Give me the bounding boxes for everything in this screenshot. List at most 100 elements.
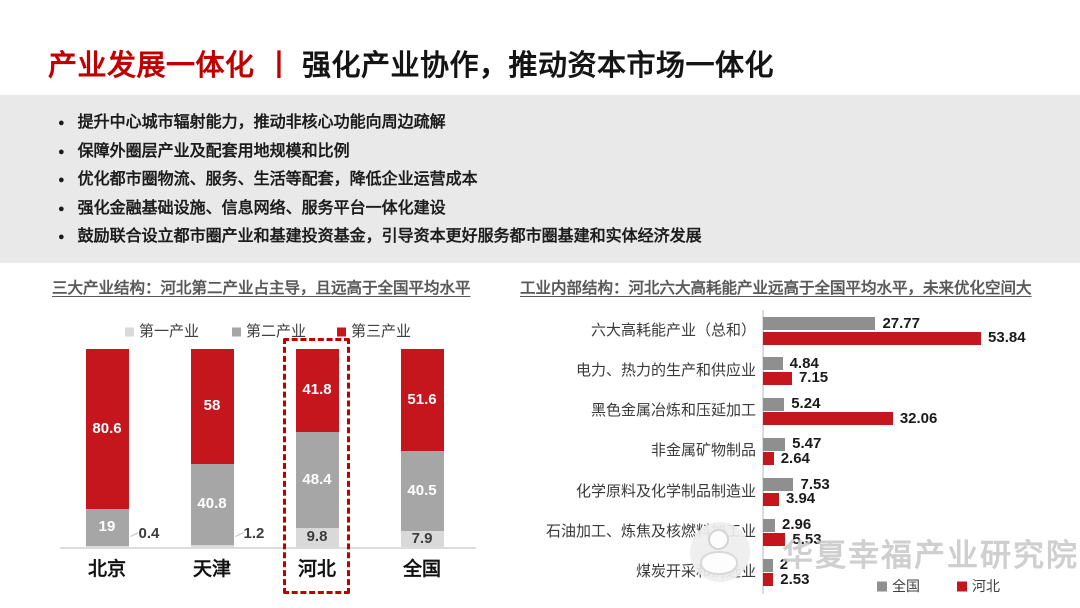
legend-label: 第三产业: [351, 323, 412, 340]
value-label: 53.84: [988, 329, 1026, 346]
segment-第二产业: [85, 508, 129, 547]
bar-全国: [763, 317, 876, 330]
bar-全国: [763, 357, 783, 371]
segment-第三产业: [400, 349, 444, 452]
category-label: 北京: [87, 559, 126, 580]
category-label: 煤炭开采和洗选业: [635, 563, 756, 581]
hebei-highlight-box: [283, 338, 350, 594]
title-subtitle: 强化产业协作，推动资本市场一体化: [302, 50, 775, 82]
bullet-text: 保障外圈层产业及配套用地规模和比例: [77, 142, 350, 160]
leader-line: [234, 531, 244, 538]
value-label: 0.4: [138, 525, 160, 542]
value-label: 2.96: [781, 516, 812, 533]
legend-swatch-icon: [877, 581, 887, 592]
bullet-text: 鼓励联合设立都市圈产业和基建投资基金，引导资本更好服务都市圈基建和实体经济发展: [77, 228, 702, 245]
title-topic: 产业发展一体化: [48, 50, 255, 82]
legend-label: 全国: [892, 578, 920, 594]
value-label: 32.06: [899, 409, 938, 427]
value-label: 2.53: [780, 570, 810, 588]
legend-label: 第二产业: [246, 323, 307, 340]
bullet-item: ● 强化金融基础设施、信息网络、服务平台一体化建设: [58, 200, 1060, 218]
value-label: 40.8: [197, 495, 227, 513]
value-label: 7.53: [800, 475, 830, 493]
legend-swatch-icon: [337, 327, 346, 337]
x-axis-line: [60, 547, 476, 549]
bar-全国: [763, 478, 794, 492]
bullet-text: 提升中心城市辐射能力，推动非核心功能向周边疏解: [77, 114, 446, 131]
segment-第三产业: [85, 349, 129, 509]
key-points-panel: ● 提升中心城市辐射能力，推动非核心功能向周边疏解 ● 保障外圈层产业及配套用地规模…: [0, 95, 1080, 263]
category-label: 非金属矿物制品: [650, 442, 756, 460]
bar-全国: [763, 558, 773, 572]
value-label: 41.8: [302, 381, 332, 399]
value-label: 80.6: [92, 419, 122, 437]
bar-河北: [763, 331, 982, 345]
industrial-internal-structure-chart: 工业内部结构：河北六大高耗能产业远高于全国平均水平，未来优化空间大 六大高耗能产…: [520, 272, 1080, 608]
chart-title: 三大产业结构：河北第二产业占主导，且远高于全国平均水平: [52, 280, 471, 297]
segment-第一产业: [400, 531, 444, 547]
bullet-icon: ●: [58, 231, 65, 243]
segment-第二产业: [295, 431, 339, 528]
chart-title: 工业内部结构：河北六大高耗能产业远高于全国平均水平，未来优化空间大: [520, 280, 1032, 297]
value-label: 3.94: [785, 490, 816, 508]
legend-swatch-icon: [232, 327, 241, 337]
category-label: 六大高耗能产业（总和）: [590, 321, 756, 339]
bullet-item: ● 鼓励联合设立都市圈产业和基建投资基金，引导资本更好服务都市圈基建和实体经济发展: [58, 228, 1060, 246]
value-label: 58: [203, 397, 221, 415]
value-label: 19: [98, 518, 116, 536]
segment-第一产业: [295, 527, 339, 547]
bar-全国: [763, 518, 775, 532]
bullet-item: ● 优化都市圈物流、服务、生活等配套，降低企业运营成本: [58, 171, 1060, 189]
legend-item-secondary: 第二产业: [232, 320, 306, 341]
category-label: 天津: [192, 559, 231, 580]
leader-line: [129, 531, 139, 538]
value-label: 2.64: [780, 449, 810, 467]
value-label: 7.15: [798, 369, 829, 387]
bullet-list: ● 提升中心城市辐射能力，推动非核心功能向周边疏解 ● 保障外圈层产业及配套用地规模…: [0, 95, 1080, 246]
bar-河北: [763, 533, 786, 546]
value-label: 48.4: [302, 470, 332, 488]
value-label: 27.77: [882, 314, 920, 332]
bullet-icon: ●: [58, 117, 65, 129]
category-label: 全国: [402, 559, 441, 580]
legend-item-national: 全国: [877, 576, 920, 596]
bar-全国: [763, 437, 786, 451]
bar-河北: [763, 412, 893, 426]
segment-第二产业: [400, 451, 444, 532]
y-axis-line: [762, 310, 764, 594]
segment-第二产业: [190, 463, 234, 545]
bullet-icon: ●: [58, 202, 65, 215]
bar-全国: [763, 397, 785, 411]
value-label: 1.2: [243, 525, 265, 542]
value-label: 5.24: [791, 395, 821, 413]
bar-河北: [763, 371, 792, 385]
bullet-icon: ●: [58, 174, 65, 186]
value-label: 2: [779, 556, 789, 574]
legend-swatch-icon: [125, 327, 134, 337]
category-label: 河北: [297, 559, 336, 580]
value-label: 7.9: [411, 530, 433, 548]
value-label: 40.5: [407, 482, 437, 500]
legend-item-hebei: 河北: [957, 576, 1000, 596]
value-label: 5.53: [792, 530, 822, 548]
segment-第三产业: [190, 349, 234, 464]
value-label: 9.8: [306, 528, 328, 546]
bullet-text: 优化都市圈物流、服务、生活等配套，降低企业运营成本: [77, 171, 478, 188]
legend-swatch-icon: [957, 581, 967, 592]
legend-item-tertiary: 第三产业: [337, 320, 411, 341]
bullet-text: 强化金融基础设施、信息网络、服务平台一体化建设: [77, 199, 446, 217]
category-label: 黑色金属冶炼和压延加工: [590, 402, 756, 420]
bullet-item: ● 保障外圈层产业及配套用地规模和比例: [58, 143, 1060, 161]
value-label: 4.84: [789, 354, 819, 372]
legend-item-primary: 第一产业: [125, 320, 199, 341]
page-title: 产业发展一体化丨强化产业协作，推动资本市场一体化: [48, 42, 774, 84]
legend-label: 河北: [972, 578, 1000, 594]
bullet-item: ● 提升中心城市辐射能力，推动非核心功能向周边疏解: [58, 114, 1060, 132]
value-label: 5.47: [792, 435, 822, 453]
category-label: 电力、热力的生产和供应业: [575, 361, 756, 379]
category-label: 化学原料及化学制品制造业: [575, 482, 756, 500]
industry-structure-chart: 三大产业结构：河北第二产业占主导，且远高于全国平均水平 第一产业 第二产业 第三…: [40, 272, 506, 608]
value-label: 51.6: [407, 391, 437, 409]
segment-第一产业: [85, 546, 129, 548]
bar-河北: [763, 492, 779, 506]
